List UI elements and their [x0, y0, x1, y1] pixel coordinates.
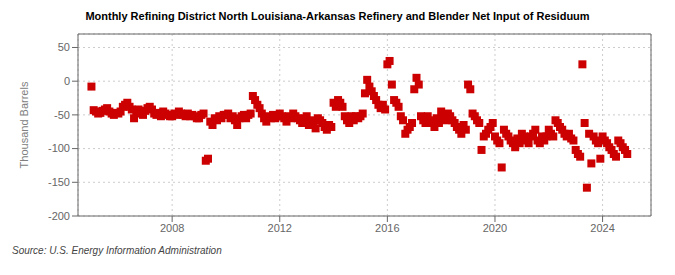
svg-text:2012: 2012 — [268, 222, 292, 234]
html-text:Source: U.S. Energy Informatio: Source: U.S. Energy Information Administ… — [12, 245, 222, 256]
svg-text:-200: -200 — [48, 210, 70, 222]
svg-text:0: 0 — [64, 75, 70, 87]
svg-text:2020: 2020 — [483, 222, 507, 234]
html-text:Monthly Refining District Nort: Monthly Refining District North Louisian… — [85, 10, 590, 22]
svg-text:-150: -150 — [48, 176, 70, 188]
svg-text:2016: 2016 — [375, 222, 399, 234]
svg-text:50: 50 — [58, 41, 70, 53]
svg-text:Thousand Barrels: Thousand Barrels — [18, 81, 30, 168]
svg-text:-50: -50 — [54, 109, 70, 121]
svg-text:-100: -100 — [48, 142, 70, 154]
svg-text:2024: 2024 — [590, 222, 614, 234]
svg-text:2008: 2008 — [160, 222, 184, 234]
